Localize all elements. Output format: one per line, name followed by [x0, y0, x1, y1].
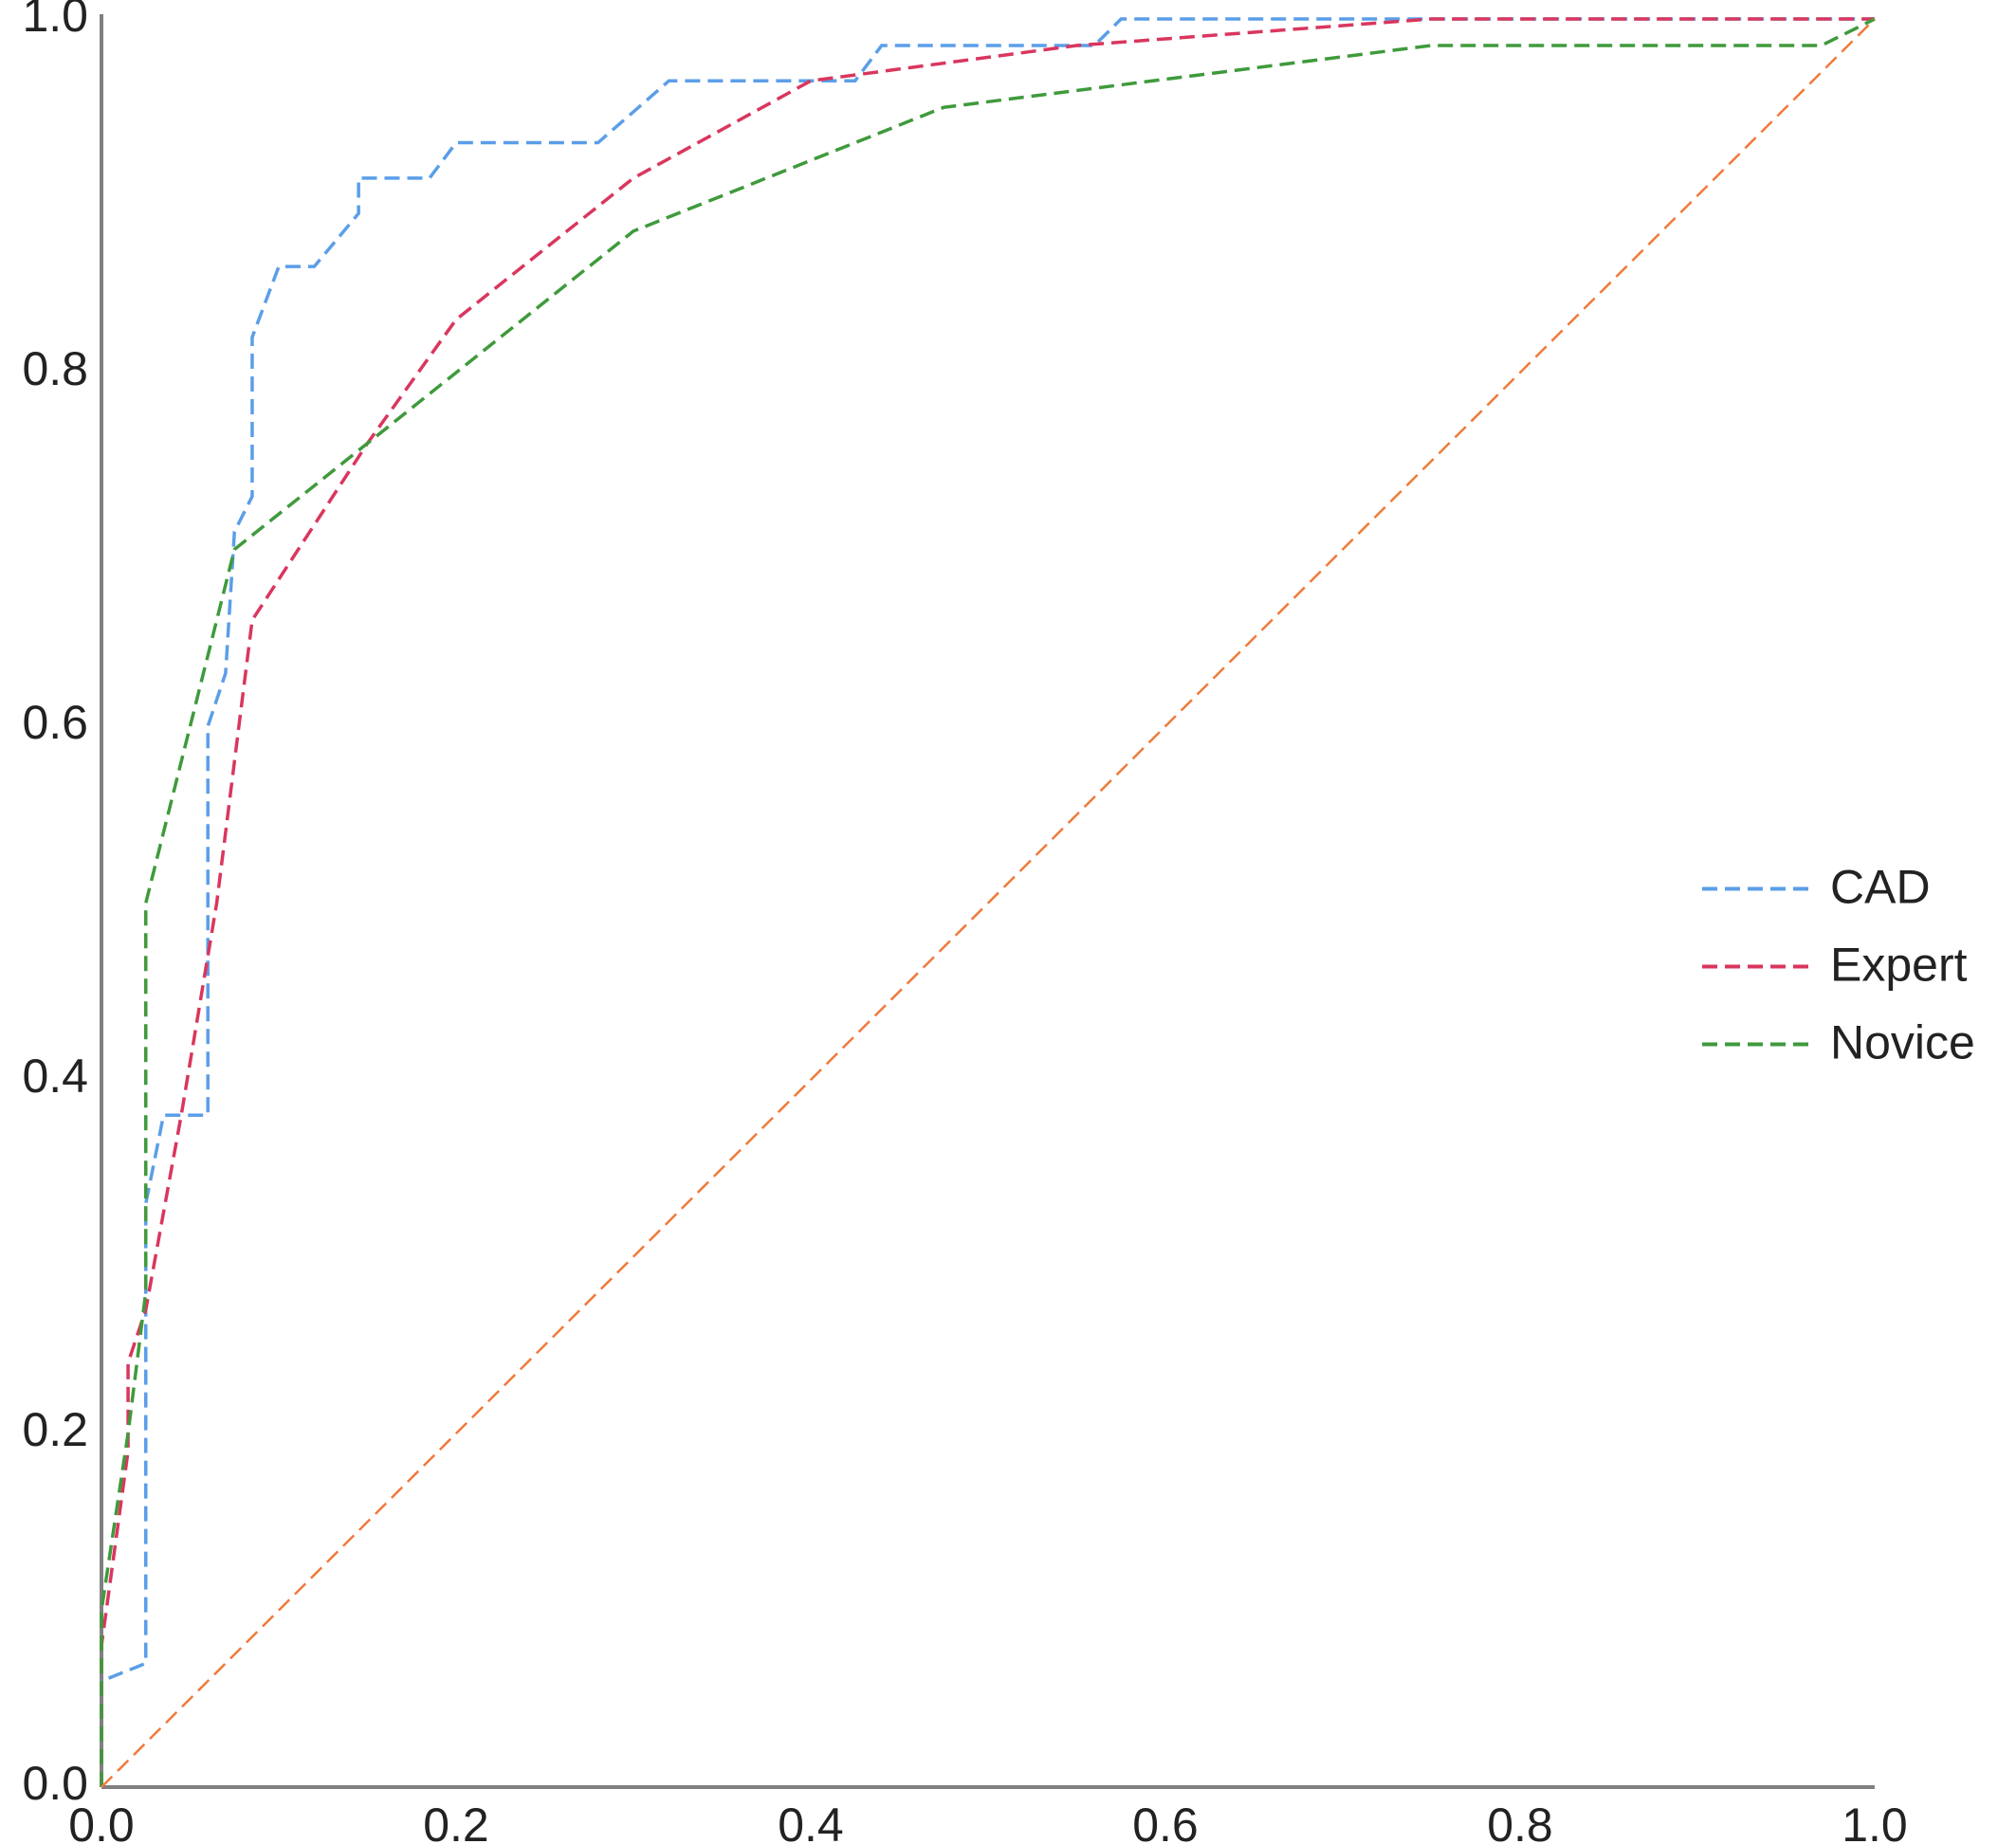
- series-line: [100, 17, 1875, 1787]
- series-line: [101, 18, 1876, 1788]
- legend-label: Novice: [1830, 1016, 1975, 1069]
- x-tick-label: 0.8: [1487, 1798, 1553, 1844]
- y-tick-label: 0.0: [22, 1757, 88, 1810]
- legend-label: Expert: [1830, 939, 1968, 992]
- x-tick-label: 0.4: [778, 1798, 844, 1844]
- x-tick-label: 1.0: [1842, 1798, 1908, 1844]
- y-tick-label: 0.4: [22, 1050, 88, 1103]
- series-line: [100, 17, 1876, 1787]
- x-tick-label: 0.0: [68, 1798, 135, 1844]
- y-tick-label: 0.6: [22, 696, 88, 749]
- y-tick-label: 0.8: [22, 342, 88, 395]
- y-tick-label: 1.0: [22, 0, 88, 42]
- x-tick-label: 0.2: [423, 1798, 489, 1844]
- x-tick-label: 0.6: [1132, 1798, 1199, 1844]
- y-tick-label: 0.2: [22, 1403, 88, 1456]
- legend-label: CAD: [1830, 861, 1931, 914]
